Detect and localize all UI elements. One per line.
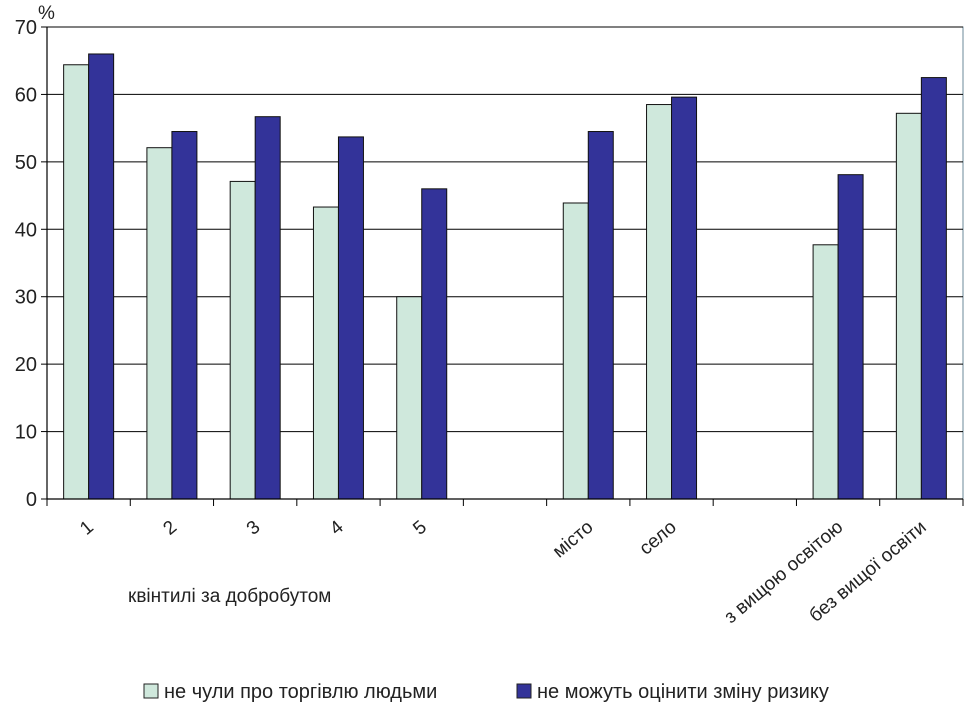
bars	[63, 53, 947, 500]
y-tick-label: 40	[15, 219, 37, 241]
bar-series-2	[920, 77, 947, 500]
bar-series-2	[671, 96, 698, 500]
bar-series-1	[396, 296, 423, 500]
bar-series-1	[63, 64, 90, 500]
bar-series-1	[895, 112, 922, 500]
legend-swatch-series-1	[143, 683, 159, 699]
y-tick-label: 60	[15, 84, 37, 106]
x-tick-label: 3	[243, 517, 265, 540]
bar-series-2	[337, 136, 364, 500]
bar-series-2	[837, 174, 864, 500]
x-tick-label: 2	[160, 517, 182, 540]
y-tick-label: 50	[15, 152, 37, 174]
legend-label-series-1: не чули про торгівлю людьми	[164, 681, 437, 703]
quintile-group-label: квінтилі за добробутом	[128, 586, 331, 607]
bar-series-2	[171, 131, 198, 500]
bar-series-1	[229, 180, 256, 500]
y-tick-label: 70	[15, 17, 37, 39]
bar-series-2	[587, 131, 614, 500]
bar-series-1	[562, 202, 589, 500]
legend: не чули про торгівлю людьми не можуть оц…	[143, 681, 829, 703]
x-tick-label: село	[636, 517, 681, 560]
y-tick-label: 10	[15, 422, 37, 444]
x-tick-label: 4	[326, 516, 348, 539]
y-tick-label: 30	[15, 287, 37, 309]
x-tick-label: 1	[76, 517, 98, 540]
y-tick-label: 20	[15, 354, 37, 376]
bar-series-1	[146, 147, 173, 500]
x-tick-label: 5	[409, 517, 431, 540]
x-tick-label: місто	[549, 517, 598, 563]
bar-series-1	[646, 104, 673, 500]
bar-series-2	[88, 53, 115, 500]
bar-series-2	[254, 116, 281, 500]
legend-label-series-2: не можуть оцінити зміну ризику	[537, 681, 829, 703]
y-tick-label: 0	[26, 489, 37, 511]
legend-swatch-series-2	[516, 683, 532, 699]
bar-series-1	[812, 244, 839, 500]
y-axis-unit-label: %	[38, 3, 55, 24]
bar-series-2	[421, 188, 448, 500]
bar-series-1	[312, 206, 339, 500]
